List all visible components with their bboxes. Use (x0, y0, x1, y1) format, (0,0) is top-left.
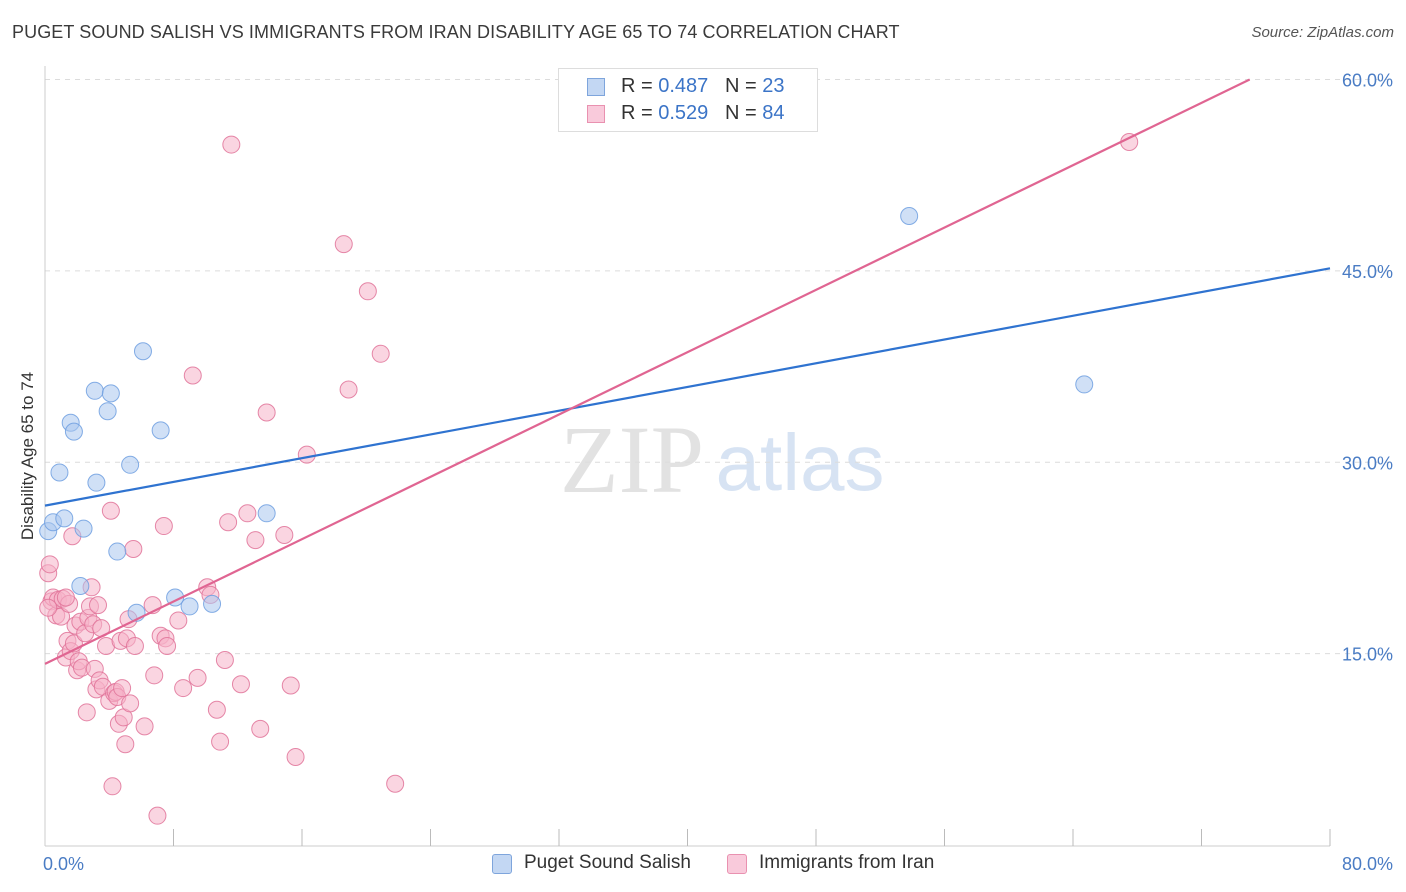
point-iran (215, 651, 234, 670)
point-salish (64, 422, 83, 441)
data-points (39, 133, 1139, 825)
point-iran (371, 344, 390, 363)
point-iran (211, 732, 230, 751)
point-iran (116, 735, 135, 754)
point-salish (74, 519, 93, 538)
point-iran (121, 694, 140, 713)
point-iran (183, 366, 202, 385)
point-iran (113, 679, 132, 698)
point-salish (180, 597, 199, 616)
trend-lines (44, 78, 1331, 665)
point-salish (900, 207, 919, 226)
point-iran (40, 555, 59, 574)
legend-n-label: N = (724, 75, 763, 97)
point-iran (334, 235, 353, 254)
point-salish (55, 509, 74, 528)
point-salish (121, 455, 140, 474)
y-tick-label: 15.0% (1342, 645, 1393, 665)
point-iran (89, 596, 108, 615)
source-label: Source: ZipAtlas.com (1251, 24, 1394, 41)
point-iran (77, 703, 96, 722)
point-iran (174, 679, 193, 698)
point-salish (50, 463, 69, 482)
point-iran (125, 636, 144, 655)
legend-swatch-salish (587, 78, 605, 96)
legend-r-label: R = (621, 75, 659, 97)
point-salish (151, 421, 170, 440)
axes (44, 66, 1331, 847)
point-iran (135, 717, 154, 736)
series-label-salish: Puget Sound Salish (524, 852, 691, 873)
point-iran (145, 666, 164, 685)
point-salish (133, 342, 152, 361)
point-iran (231, 675, 250, 694)
point-iran (251, 719, 270, 738)
y-axis-label: Disability Age 65 to 74 (18, 372, 37, 540)
legend-n-value: 84 (762, 102, 785, 124)
point-iran (188, 668, 207, 687)
point-salish (98, 402, 117, 421)
point-iran (124, 540, 143, 559)
point-iran (158, 636, 177, 655)
point-iran (257, 403, 276, 422)
y-tick-label: 30.0% (1342, 453, 1393, 473)
series-swatch-iran (727, 854, 747, 874)
point-iran (246, 531, 265, 550)
point-iran (286, 747, 305, 766)
point-iran (101, 501, 120, 520)
trend-line-salish (44, 267, 1331, 507)
watermark: ZIP atlas (560, 406, 884, 513)
watermark-zip: ZIP (560, 406, 704, 513)
point-iran (169, 611, 188, 630)
point-salish (101, 384, 120, 403)
x-tick-label: 0.0% (43, 854, 84, 874)
point-salish (71, 577, 90, 596)
trend-line-iran (44, 78, 1251, 665)
point-salish (87, 473, 106, 492)
point-salish (1075, 375, 1094, 394)
y-tick-label: 45.0% (1342, 262, 1393, 282)
chart-title: PUGET SOUND SALISH VS IMMIGRANTS FROM IR… (12, 22, 900, 42)
point-iran (281, 676, 300, 695)
point-iran (275, 525, 294, 544)
point-salish (85, 381, 104, 400)
series-label-iran: Immigrants from Iran (759, 852, 935, 873)
axis-labels: 15.0% 30.0% 45.0% 60.0% 0.0% 80.0% Disability … (18, 71, 1393, 875)
point-salish (257, 504, 276, 523)
point-iran (339, 380, 358, 399)
gridlines (45, 79, 1392, 655)
legend-n-label: N = (724, 102, 763, 124)
y-tick-label: 60.0% (1342, 71, 1393, 91)
legend-r-label: R = (621, 102, 659, 124)
point-iran (222, 135, 241, 154)
x-tick-label: 80.0% (1342, 854, 1393, 874)
point-iran (386, 774, 405, 793)
series-swatch-salish (492, 854, 512, 874)
point-salish (203, 594, 222, 613)
point-iran (148, 806, 167, 825)
point-iran (39, 598, 58, 617)
series-legend: Puget Sound Salish Immigrants from Iran (0, 852, 1406, 878)
legend-swatch-iran (587, 105, 605, 123)
point-iran (52, 607, 71, 626)
legend-n-value: 23 (762, 75, 785, 97)
point-iran (103, 777, 122, 796)
point-iran (207, 700, 226, 719)
stats-legend: R = 0.487 N = 23 R = 0.529 N = 84 (558, 68, 818, 132)
point-salish (108, 542, 127, 561)
point-iran (297, 445, 316, 464)
point-iran (219, 513, 238, 532)
legend-r-value: 0.487 (658, 75, 709, 97)
point-iran (358, 282, 377, 301)
point-iran (154, 517, 173, 536)
point-iran (238, 504, 257, 523)
point-iran (56, 588, 75, 607)
legend-r-value: 0.529 (658, 102, 709, 124)
